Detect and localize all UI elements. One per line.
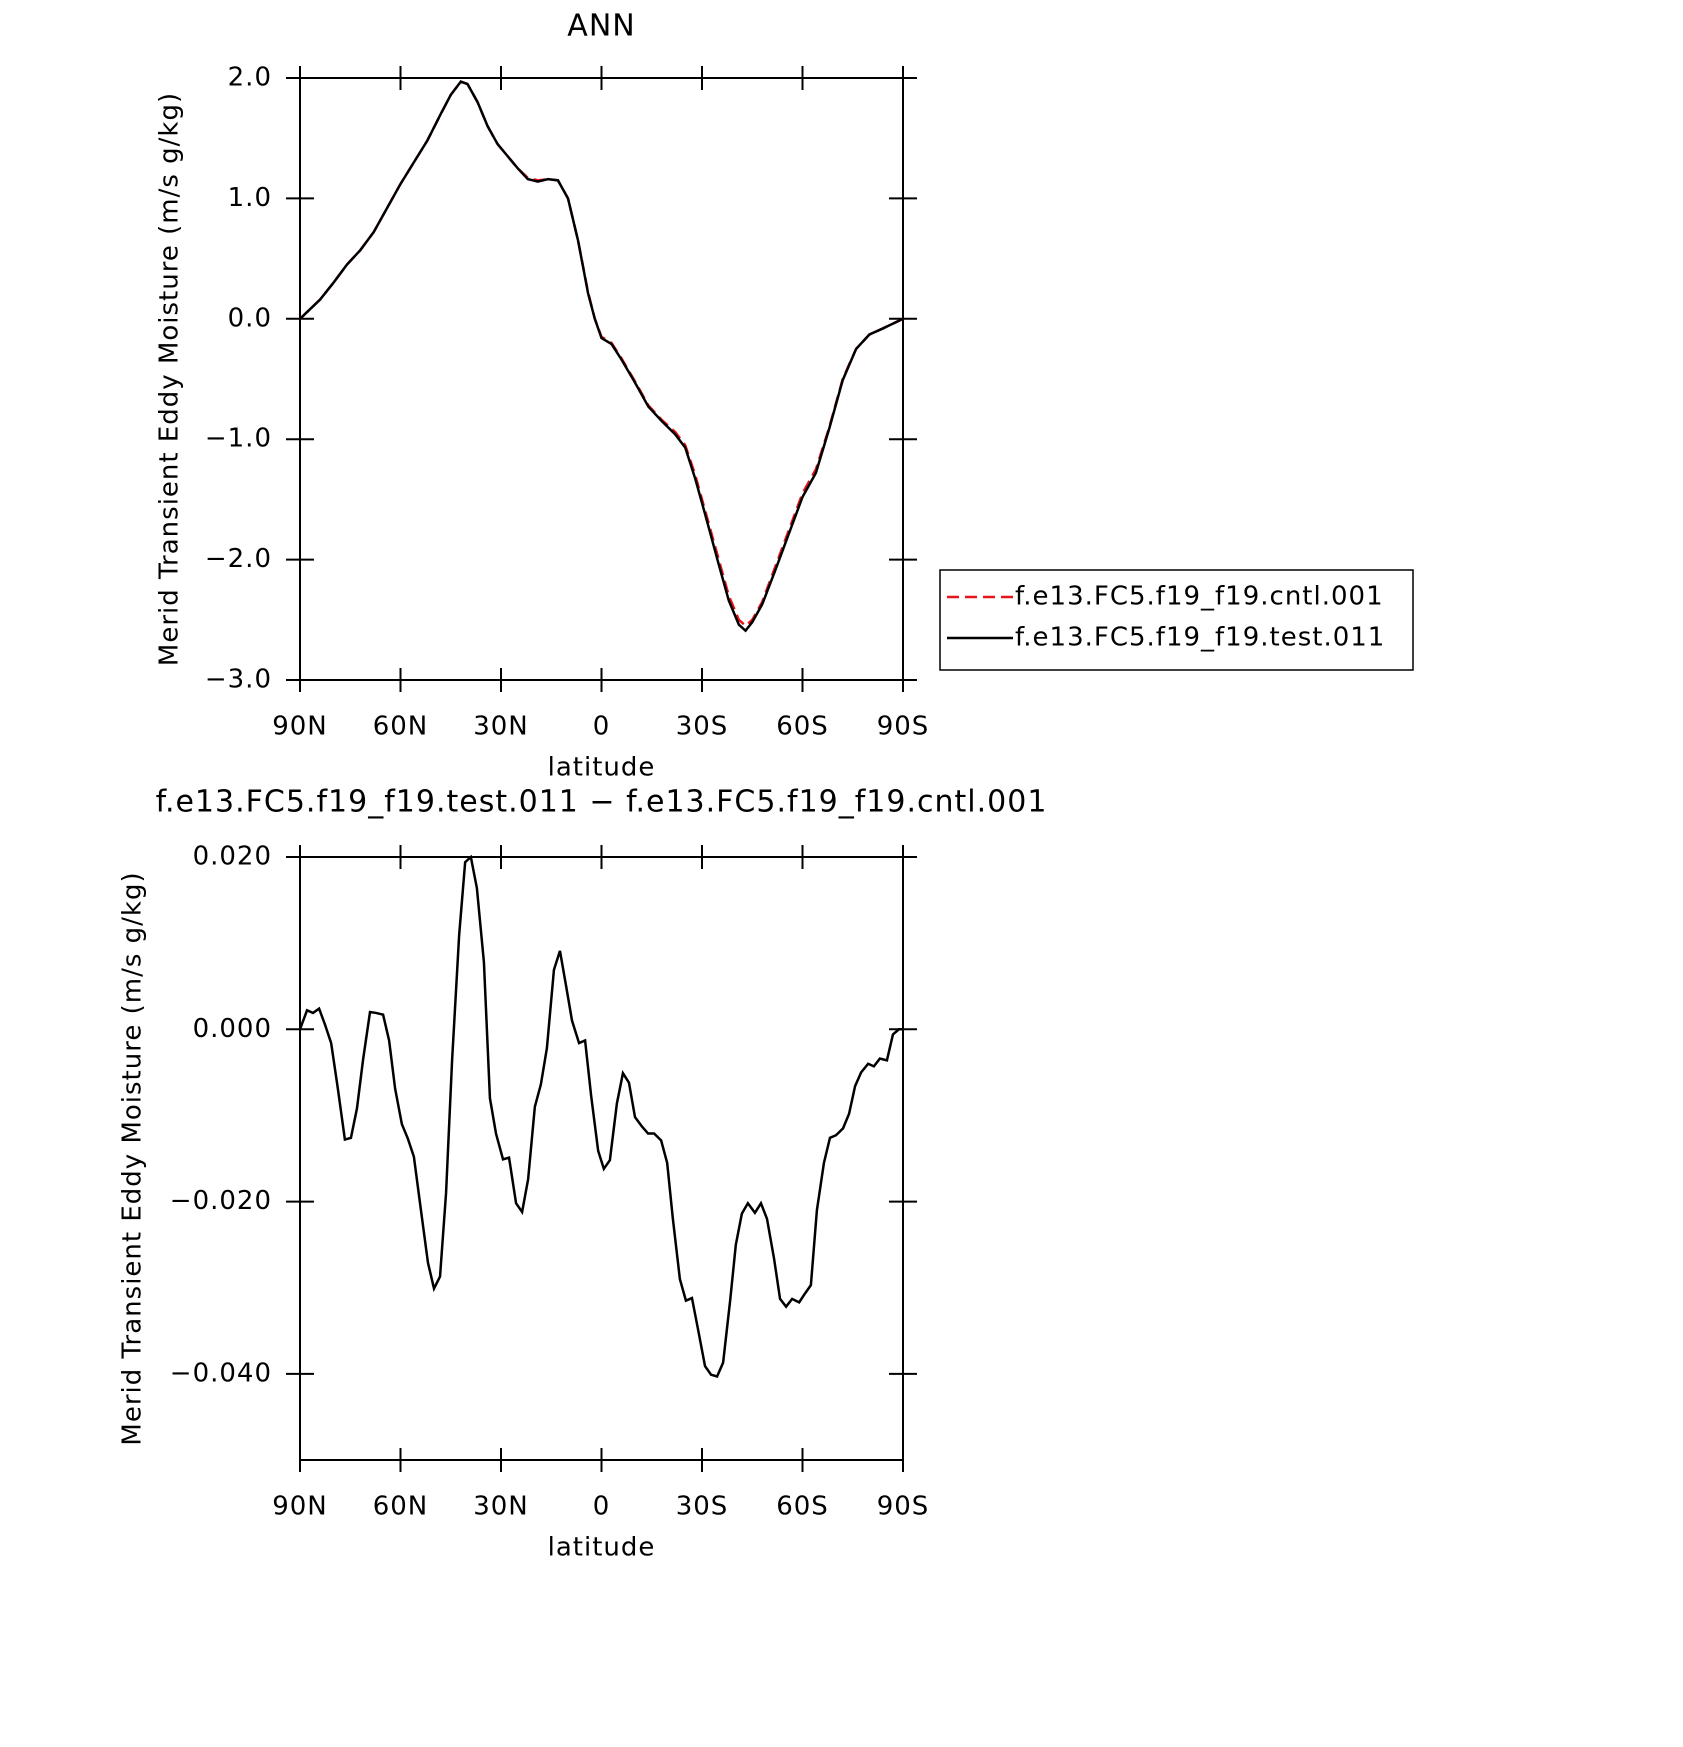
y-tick-label: 0.020 — [193, 842, 272, 872]
x-axis-title: latitude — [548, 1533, 656, 1563]
x-tick-label: 60S — [776, 1492, 829, 1522]
x-tick-label: 0 — [593, 712, 611, 742]
y-tick-label: −0.020 — [170, 1186, 272, 1216]
legend-box — [939, 569, 1414, 671]
x-tick-label: 60N — [373, 712, 429, 742]
legend-label: f.e13.FC5.f19_f19.test.011 — [1015, 623, 1385, 653]
chart-title: ANN — [567, 9, 635, 44]
x-tick-label: 30N — [473, 712, 529, 742]
y-axis-title: Merid Transient Eddy Moisture (m/s g/kg) — [118, 871, 148, 1445]
legend-label: f.e13.FC5.f19_f19.cntl.001 — [1015, 582, 1384, 612]
x-tick-label: 90S — [877, 1492, 930, 1522]
x-tick-label: 60N — [373, 1492, 429, 1522]
plot-frame — [299, 856, 904, 1461]
x-tick-label: 90N — [272, 712, 328, 742]
x-tick-label: 30N — [473, 1492, 529, 1522]
x-axis-title: latitude — [548, 753, 656, 783]
x-tick-label: 90S — [877, 712, 930, 742]
y-tick-label: −3.0 — [205, 665, 272, 695]
x-tick-label: 30S — [676, 1492, 729, 1522]
y-tick-label: 1.0 — [228, 183, 272, 213]
x-tick-label: 90N — [272, 1492, 328, 1522]
x-tick-label: 0 — [593, 1492, 611, 1522]
y-axis-title: Merid Transient Eddy Moisture (m/s g/kg) — [155, 92, 185, 666]
data-line — [298, 854, 903, 1378]
data-line — [299, 80, 904, 633]
y-tick-label: 0.0 — [228, 303, 272, 333]
y-tick-label: −2.0 — [205, 544, 272, 574]
x-tick-label: 60S — [776, 712, 829, 742]
x-tick-label: 30S — [676, 712, 729, 742]
y-tick-label: 0.000 — [193, 1014, 272, 1044]
y-tick-label: 2.0 — [228, 63, 272, 93]
y-tick-label: −1.0 — [205, 424, 272, 454]
chart-title: f.e13.FC5.f19_f19.test.011 − f.e13.FC5.f… — [156, 785, 1048, 820]
data-line — [299, 80, 904, 628]
y-tick-label: −0.040 — [170, 1358, 272, 1388]
plot-frame — [299, 77, 904, 681]
